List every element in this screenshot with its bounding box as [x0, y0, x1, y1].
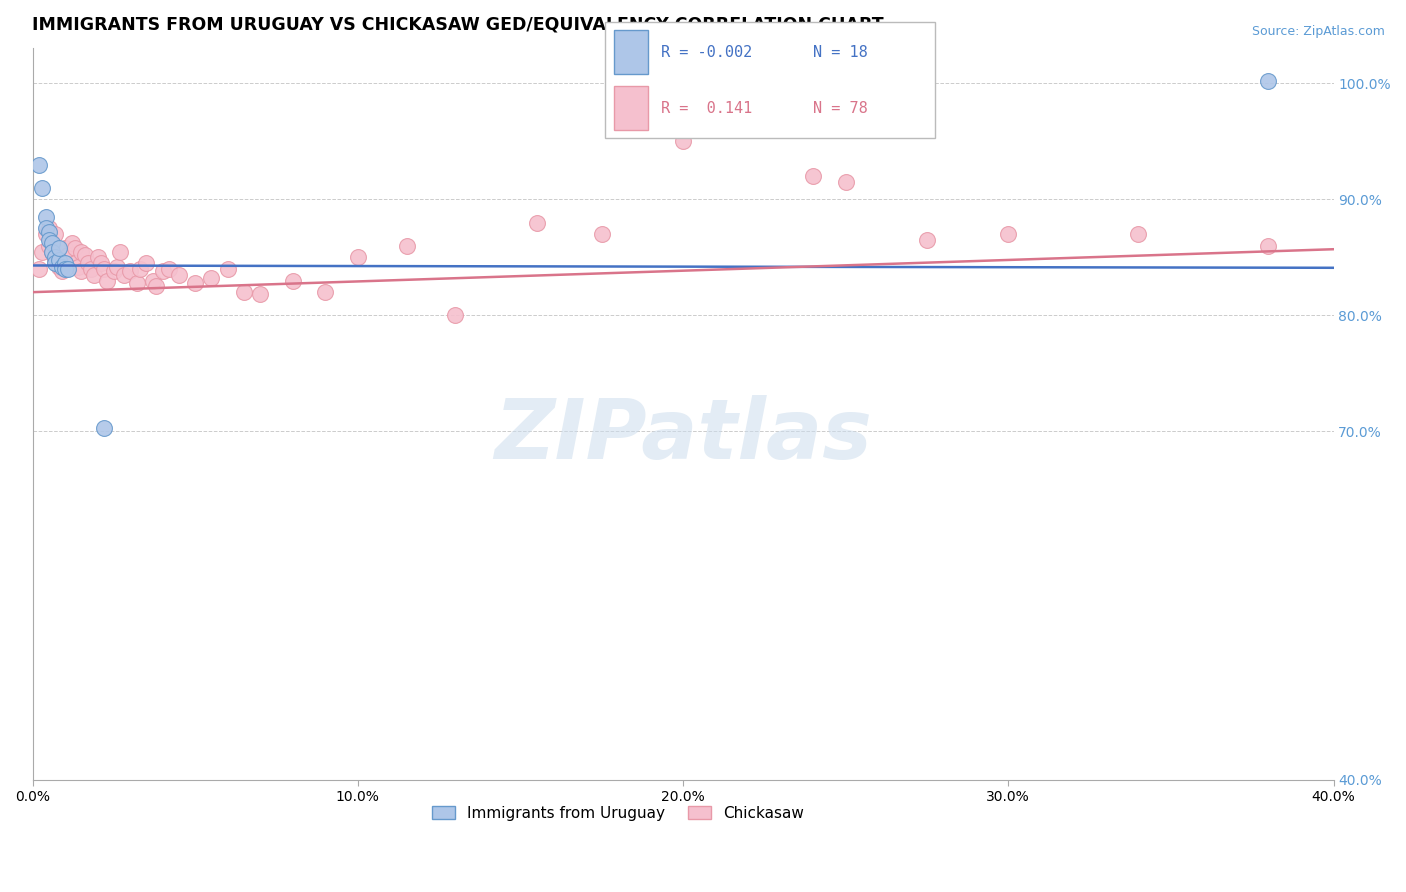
Point [232, 285, 254, 300]
Point [96, 274, 118, 288]
Point [73, 248, 96, 262]
Point [152, 264, 174, 278]
Point [142, 274, 165, 288]
Point [200, 271, 222, 285]
Point [591, 227, 613, 241]
Point [157, 262, 180, 277]
Text: R =  0.141: R = 0.141 [661, 101, 752, 116]
Point [34, 210, 56, 224]
Point [48, 241, 70, 255]
Point [28, 262, 51, 277]
Text: N = 18: N = 18 [813, 45, 868, 60]
Point [444, 309, 467, 323]
Point [58, 248, 80, 262]
Point [915, 233, 938, 247]
Text: IMMIGRANTS FROM URUGUAY VS CHICKASAW GED/EQUIVALENCY CORRELATION CHART: IMMIGRANTS FROM URUGUAY VS CHICKASAW GED… [32, 15, 884, 33]
Point [1128, 227, 1150, 241]
Point [281, 274, 304, 288]
FancyBboxPatch shape [614, 30, 648, 75]
Point [249, 287, 271, 301]
Point [31, 180, 53, 194]
Point [38, 233, 60, 247]
Point [145, 279, 167, 293]
Point [86, 251, 108, 265]
Point [105, 260, 128, 274]
Point [44, 256, 66, 270]
Point [103, 264, 125, 278]
FancyBboxPatch shape [614, 87, 648, 130]
Point [51, 260, 73, 274]
Point [38, 238, 60, 252]
Point [51, 264, 73, 278]
Point [672, 134, 695, 148]
Point [67, 260, 90, 274]
Point [44, 252, 66, 267]
Point [53, 256, 76, 270]
Point [58, 262, 80, 277]
Point [70, 244, 93, 259]
Point [76, 256, 98, 270]
Point [53, 241, 76, 255]
Text: Source: ZipAtlas.com: Source: ZipAtlas.com [1251, 25, 1385, 38]
Point [125, 276, 148, 290]
Point [80, 262, 103, 277]
Point [83, 268, 105, 282]
Text: ZIPatlas: ZIPatlas [494, 395, 872, 476]
Point [167, 268, 190, 282]
Point [28, 157, 51, 171]
Point [48, 260, 70, 274]
FancyBboxPatch shape [605, 22, 935, 138]
Legend: Immigrants from Uruguay, Chickasaw: Immigrants from Uruguay, Chickasaw [426, 799, 810, 827]
Point [217, 262, 239, 277]
Point [63, 241, 86, 255]
Point [44, 251, 66, 265]
Point [34, 227, 56, 241]
Text: N = 78: N = 78 [813, 101, 868, 116]
Point [38, 221, 60, 235]
Point [184, 276, 207, 290]
Point [38, 225, 60, 239]
Point [53, 262, 76, 277]
Point [93, 262, 115, 277]
Point [41, 244, 63, 259]
Point [135, 256, 157, 270]
Point [44, 227, 66, 241]
Point [70, 264, 93, 278]
Point [93, 421, 115, 435]
Point [31, 244, 53, 259]
Point [34, 221, 56, 235]
Point [1257, 74, 1279, 88]
Point [997, 227, 1019, 241]
Point [314, 285, 336, 300]
Point [60, 236, 83, 251]
Point [834, 175, 856, 189]
Point [48, 252, 70, 267]
Point [346, 251, 368, 265]
Point [112, 268, 135, 282]
Point [41, 244, 63, 259]
Point [801, 169, 824, 183]
Point [128, 262, 150, 277]
Point [41, 236, 63, 251]
Point [526, 215, 548, 229]
Point [1257, 238, 1279, 252]
Point [90, 256, 112, 270]
Point [63, 256, 86, 270]
Text: R = -0.002: R = -0.002 [661, 45, 752, 60]
Point [120, 264, 142, 278]
Point [395, 238, 418, 252]
Point [110, 244, 132, 259]
